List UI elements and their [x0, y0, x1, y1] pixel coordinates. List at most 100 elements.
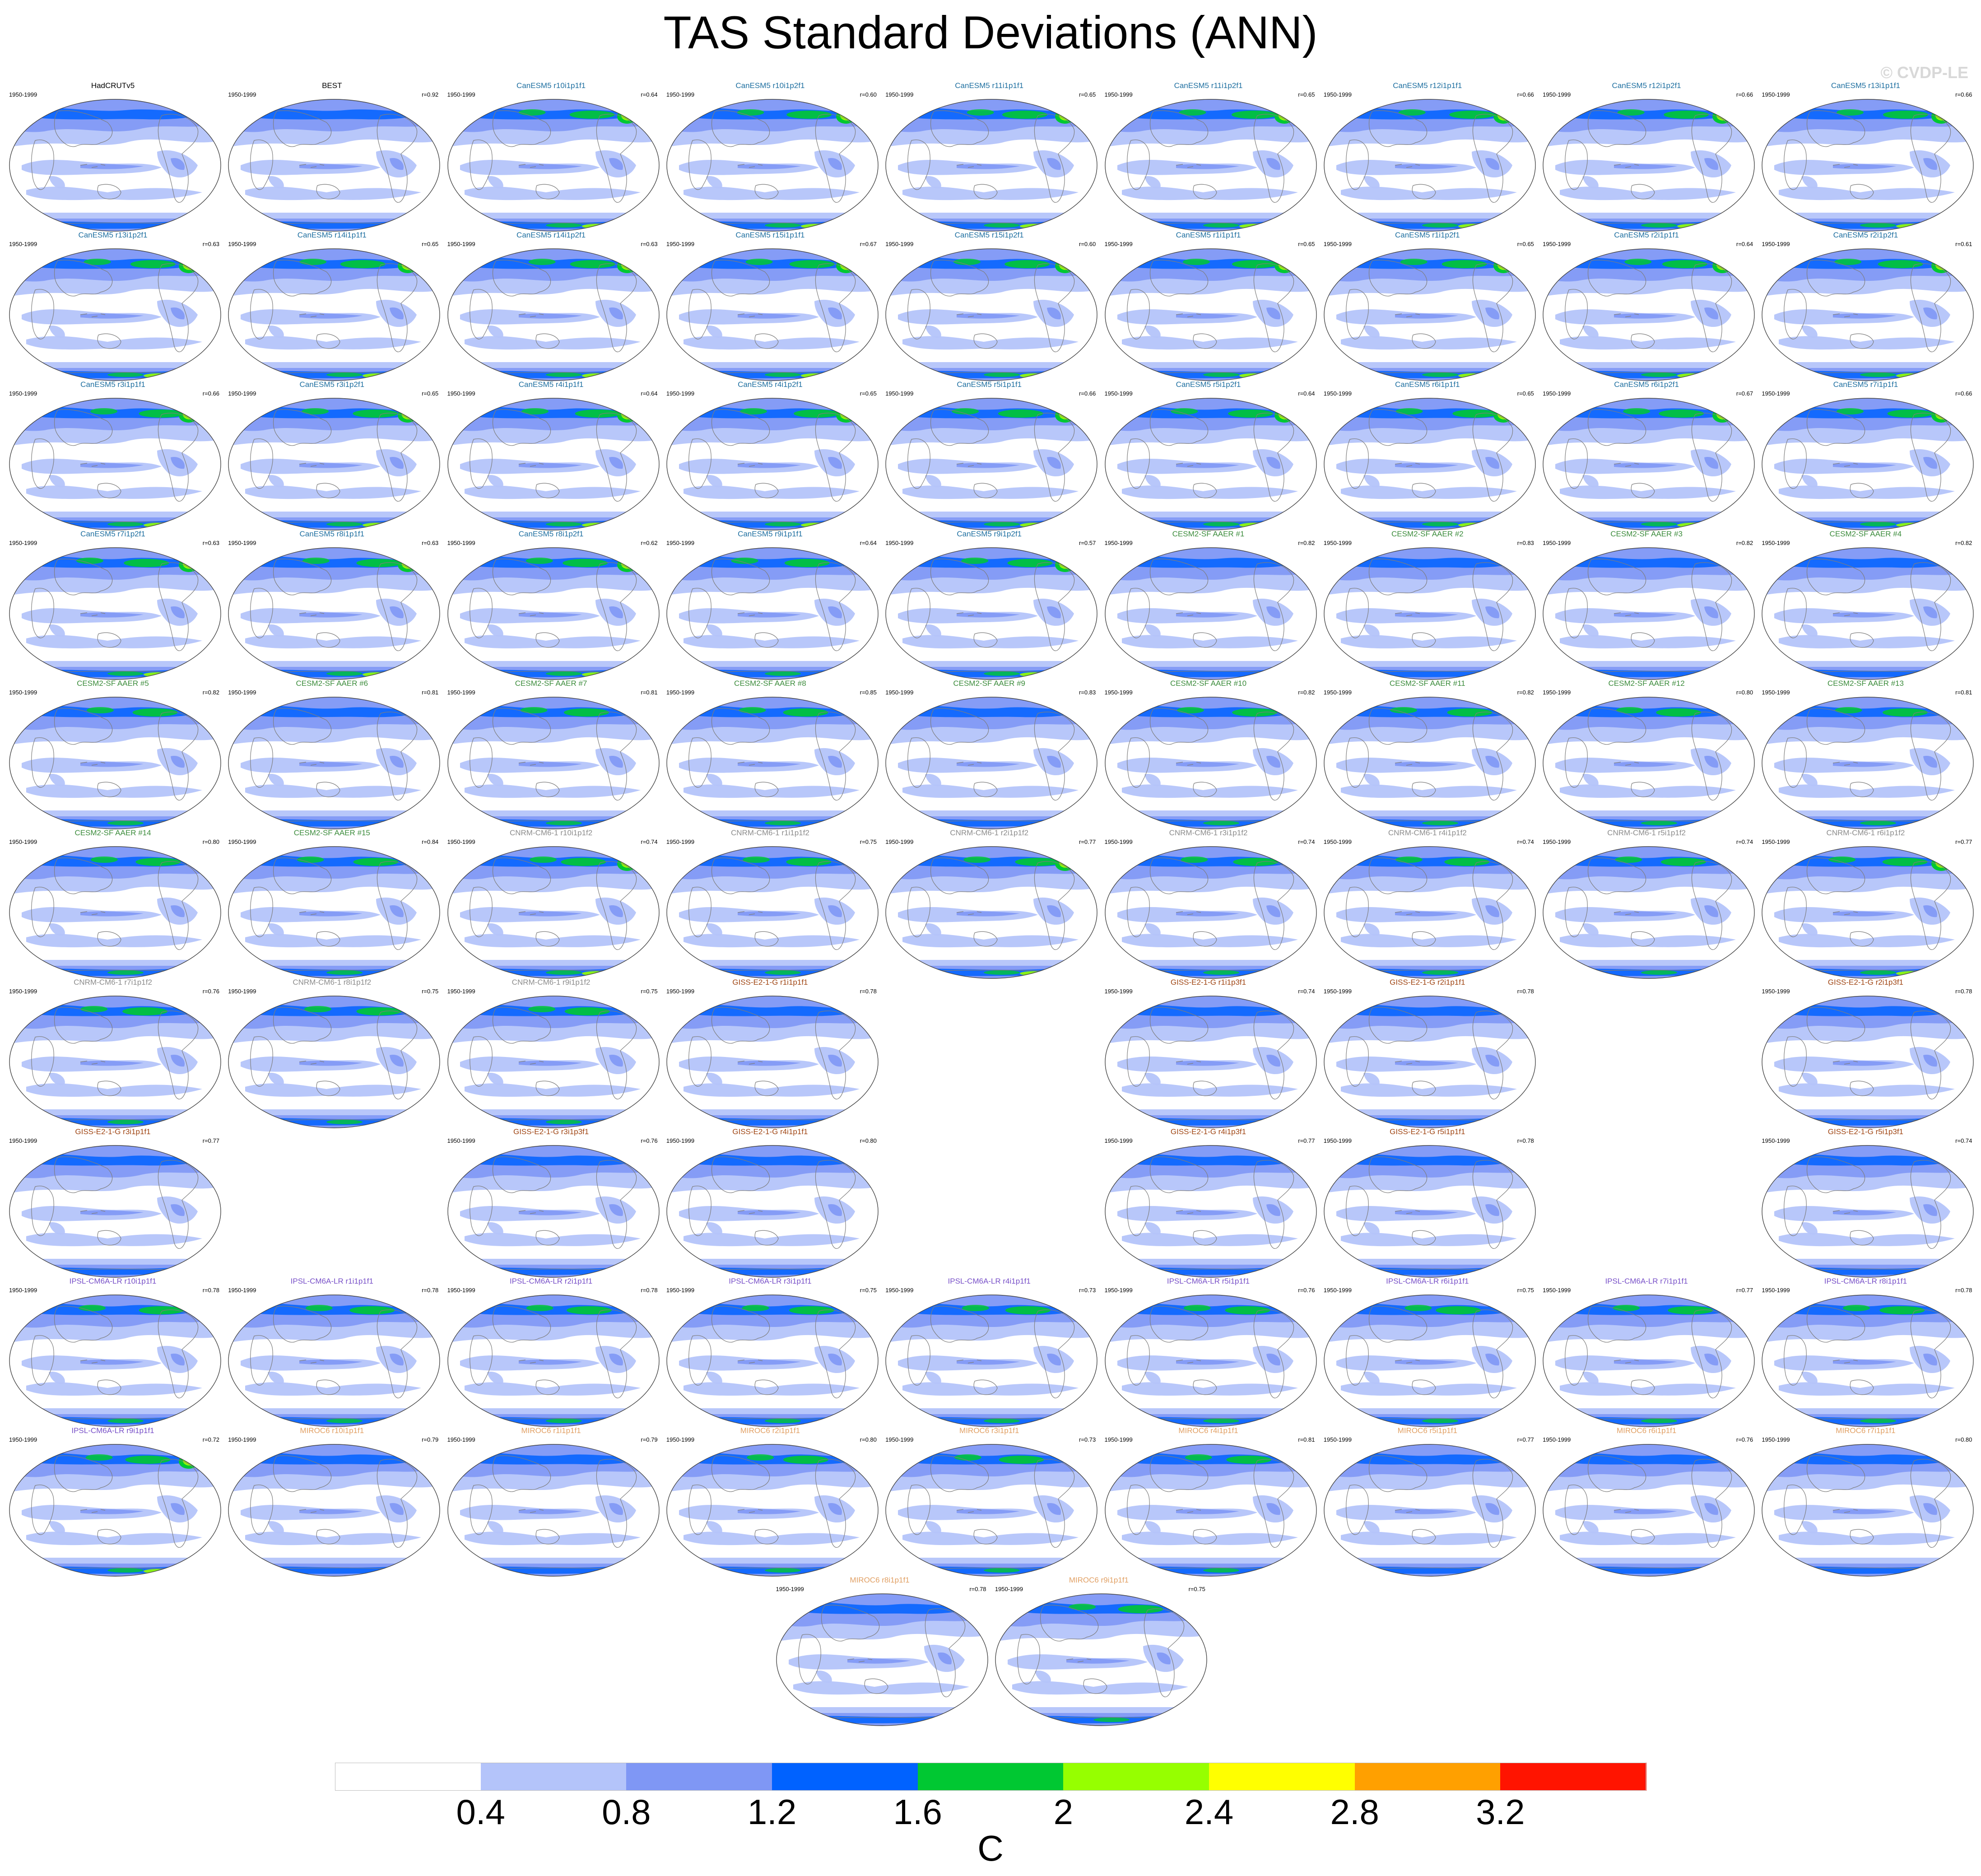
map-panel: CanESM5 r9i1p1f1 1950-1999 r=0.64	[661, 530, 879, 683]
map-panel: CNRM-CM6-1 r8i1p1f2 1950-1999 r=0.75	[223, 978, 441, 1131]
globe-map	[885, 398, 1097, 531]
panel-title: CNRM-CM6-1 r3i1p1f2	[1169, 829, 1248, 837]
panel-title: MIROC6 r3i1p1f1	[959, 1426, 1019, 1435]
panel-title: CNRM-CM6-1 r10i1p1f2	[509, 829, 593, 837]
panel-title: MIROC6 r8i1p1f1	[850, 1576, 910, 1584]
globe-map	[447, 1294, 660, 1427]
panel-years: 1950-1999	[1762, 1287, 1790, 1294]
globe-map	[885, 1294, 1097, 1427]
map-panel: IPSL-CM6A-LR r7i1p1f1 1950-1999 r=0.77	[1537, 1277, 1756, 1430]
panel-pattern-correlation: r=0.77	[1736, 1287, 1753, 1294]
map-panel: MIROC6 r4i1p1f1 1950-1999 r=0.81	[1099, 1426, 1318, 1580]
panel-pattern-correlation: r=0.74	[1298, 988, 1315, 995]
globe-map	[447, 398, 660, 531]
colorbar-tick-label: 2.8	[1330, 1792, 1379, 1832]
panel-pattern-correlation: r=0.57	[1079, 540, 1096, 546]
panel-title: CanESM5 r11i1p1f1	[955, 81, 1024, 90]
map-panel: CanESM5 r4i1p2f1 1950-1999 r=0.65	[661, 380, 879, 534]
map-panel: CanESM5 r5i1p2f1 1950-1999 r=0.64	[1099, 380, 1318, 534]
panel-title: MIROC6 r5i1p1f1	[1397, 1426, 1457, 1435]
map-panel: CanESM5 r15i1p2f1 1950-1999 r=0.60	[880, 231, 1098, 384]
panel-pattern-correlation: r=0.74	[1298, 838, 1315, 845]
panel-title: CanESM5 r6i1p1f1	[1395, 380, 1460, 389]
panel-title: CanESM5 r15i1p1f1	[735, 231, 805, 239]
panel-title: GISS-E2-1-G r2i1p3f1	[1828, 978, 1904, 987]
panel-pattern-correlation: r=0.78	[641, 1287, 658, 1294]
panel-years: 1950-1999	[885, 540, 914, 546]
panel-years: 1950-1999	[9, 91, 37, 98]
panel-pattern-correlation: r=0.79	[422, 1436, 439, 1443]
globe-map	[885, 248, 1097, 381]
panel-years: 1950-1999	[1762, 838, 1790, 845]
map-panel: CNRM-CM6-1 r2i1p1f2 1950-1999 r=0.77	[880, 829, 1098, 982]
map-panel: CanESM5 r3i1p1f1 1950-1999 r=0.66	[4, 380, 222, 534]
map-panel: CanESM5 r13i1p2f1 1950-1999 r=0.63	[4, 231, 222, 384]
panel-title: CanESM5 r1i1p2f1	[1395, 231, 1460, 239]
globe-map	[1324, 398, 1536, 531]
map-panel: IPSL-CM6A-LR r10i1p1f1 1950-1999 r=0.78	[4, 1277, 222, 1430]
map-panel: CNRM-CM6-1 r3i1p1f2 1950-1999 r=0.74	[1099, 829, 1318, 982]
globe-map	[228, 1444, 440, 1577]
panel-pattern-correlation: r=0.74	[1517, 838, 1534, 845]
panel-title: CNRM-CM6-1 r5i1p1f2	[1607, 829, 1686, 837]
panel-title: CanESM5 r3i1p1f1	[80, 380, 145, 389]
panel-title: MIROC6 r7i1p1f1	[1836, 1426, 1896, 1435]
colorbar-segment	[917, 1763, 1064, 1791]
panel-pattern-correlation: r=0.72	[202, 1436, 219, 1443]
map-panel: CanESM5 r7i1p2f1 1950-1999 r=0.63	[4, 530, 222, 683]
panel-pattern-correlation: r=0.82	[202, 689, 219, 696]
panel-years: 1950-1999	[1323, 1436, 1352, 1443]
map-panel: GISS-E2-1-G r2i1p1f1 1950-1999 r=0.78	[1318, 978, 1537, 1131]
panel-years: 1950-1999	[9, 1287, 37, 1294]
globe-map	[1324, 697, 1536, 829]
globe-map	[1762, 996, 1974, 1128]
panel-years: 1950-1999	[1543, 390, 1571, 397]
globe-map	[1324, 547, 1536, 680]
panel-pattern-correlation: r=0.75	[1188, 1586, 1205, 1592]
globe-map	[1104, 398, 1317, 531]
panel-years: 1950-1999	[1104, 241, 1133, 247]
map-panel: MIROC6 r9i1p1f1 1950-1999 r=0.75	[990, 1576, 1208, 1729]
map-panel: CanESM5 r11i1p2f1 1950-1999 r=0.65	[1099, 81, 1318, 235]
panel-title: IPSL-CM6A-LR r7i1p1f1	[1605, 1277, 1688, 1285]
panel-years: 1950-1999	[447, 838, 475, 845]
panel-title: CNRM-CM6-1 r2i1p1f2	[950, 829, 1029, 837]
panel-pattern-correlation: r=0.64	[641, 91, 658, 98]
panel-title: GISS-E2-1-G r5i1p1f1	[1390, 1127, 1465, 1136]
panel-title: GISS-E2-1-G r4i1p3f1	[1170, 1127, 1246, 1136]
map-panel: CanESM5 r4i1p1f1 1950-1999 r=0.64	[442, 380, 660, 534]
panel-years: 1950-1999	[1104, 838, 1133, 845]
panel-title: MIROC6 r1i1p1f1	[521, 1426, 581, 1435]
panel-title: CESM2-SF AAER #4	[1829, 530, 1902, 538]
panel-title: IPSL-CM6A-LR r9i1p1f1	[71, 1426, 154, 1435]
panel-pattern-correlation: r=0.80	[860, 1436, 877, 1443]
panel-years: 1950-1999	[885, 390, 914, 397]
map-panel: CanESM5 r2i1p1f1 1950-1999 r=0.64	[1537, 231, 1756, 384]
colorbar-segment	[1354, 1763, 1501, 1791]
map-panel: CESM2-SF AAER #5 1950-1999 r=0.82	[4, 679, 222, 833]
panel-years: 1950-1999	[666, 988, 695, 995]
panel-title: IPSL-CM6A-LR r8i1p1f1	[1824, 1277, 1907, 1285]
panel-years: 1950-1999	[1762, 1137, 1790, 1144]
globe-map	[1762, 547, 1974, 680]
globe-map	[885, 1444, 1097, 1577]
panel-pattern-correlation: r=0.80	[1955, 1436, 1972, 1443]
globe-map	[9, 1294, 221, 1427]
colorbar-segment	[626, 1763, 772, 1791]
panel-pattern-correlation: r=0.66	[1955, 91, 1972, 98]
panel-pattern-correlation: r=0.85	[860, 689, 877, 696]
panel-years: 1950-1999	[228, 91, 256, 98]
map-panel: CanESM5 r6i1p2f1 1950-1999 r=0.67	[1537, 380, 1756, 534]
panel-pattern-correlation: r=0.77	[1079, 838, 1096, 845]
globe-map	[1543, 1444, 1755, 1577]
panel-pattern-correlation: r=0.63	[202, 241, 219, 247]
globe-map	[1543, 99, 1755, 232]
panel-pattern-correlation: r=0.78	[422, 1287, 439, 1294]
map-panel: CNRM-CM6-1 r7i1p1f2 1950-1999 r=0.76	[4, 978, 222, 1131]
globe-map	[776, 1593, 988, 1726]
panel-years: 1950-1999	[666, 1436, 695, 1443]
colorbar-tick-label: 0.4	[456, 1792, 505, 1832]
panel-pattern-correlation: r=0.63	[422, 540, 439, 546]
panel-title: CESM2-SF AAER #10	[1170, 679, 1247, 688]
globe-map	[1543, 697, 1755, 829]
